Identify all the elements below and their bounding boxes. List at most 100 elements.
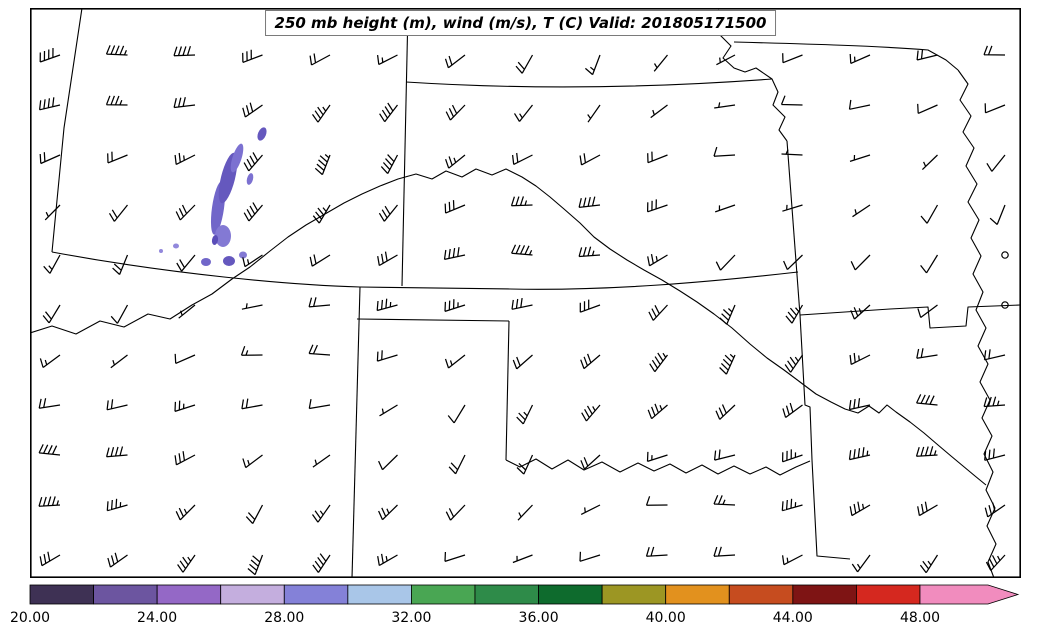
wind-barb <box>243 202 263 222</box>
wind-barb <box>516 454 534 475</box>
wind-barb <box>781 449 803 463</box>
wind-barb <box>916 49 938 61</box>
wind-barb <box>716 54 736 66</box>
wind-barb <box>312 204 331 224</box>
colorbar-segment <box>156 584 222 605</box>
wind-barb <box>173 97 196 109</box>
wind-barb <box>242 254 263 268</box>
map-title-box: 250 mb height (m), wind (m/s), T (C) Val… <box>264 10 777 37</box>
border-ks-mo <box>786 140 801 316</box>
wind-barb <box>916 348 938 359</box>
wind-barb <box>311 104 331 123</box>
wind-barb <box>647 403 668 420</box>
wind-barb <box>713 494 736 506</box>
wind-barb <box>714 204 736 213</box>
wind-barb <box>308 297 331 308</box>
wind-barb <box>653 54 668 72</box>
wind-barb <box>241 303 263 310</box>
map-frame <box>30 8 1021 578</box>
wind-barb <box>715 254 736 271</box>
wind-barb <box>584 54 601 76</box>
precip-echo <box>246 173 254 185</box>
wind-barb <box>308 398 331 410</box>
wind-barb <box>919 554 939 574</box>
wind-barb <box>849 501 871 517</box>
wind-barb <box>650 104 668 119</box>
wind-barb <box>984 448 1006 461</box>
wind-barb <box>848 99 871 110</box>
wind-barb <box>314 154 331 176</box>
meridian-102w <box>401 9 409 287</box>
wind-barb <box>175 204 196 221</box>
wind-barb <box>915 446 938 457</box>
wind-barb <box>580 353 601 370</box>
precip-echo <box>211 235 219 245</box>
wind-barb <box>578 196 601 209</box>
wind-barb <box>713 146 736 157</box>
colorbar-tick-label: 32.00 <box>391 610 431 626</box>
wind-barb <box>648 304 668 321</box>
wind-barb <box>579 153 601 166</box>
wind-barb <box>516 404 534 425</box>
precip-echo <box>223 256 235 266</box>
wind-barb <box>39 551 61 567</box>
wind-barb <box>243 152 263 172</box>
wind-barb <box>715 404 736 420</box>
wind-barb <box>984 103 1006 114</box>
wind-barb <box>917 304 938 319</box>
wind-barb <box>784 354 804 373</box>
wind-barb <box>849 154 871 162</box>
colorbar-tick-label: 24.00 <box>137 610 177 626</box>
precip-echo <box>215 225 231 247</box>
wind-barb <box>444 354 466 369</box>
colorbar-segment <box>283 584 349 605</box>
colorbar-segment <box>856 584 921 605</box>
colorbar-canvas: 20.00 24.00 28.00 32.00 36.00 40.00 44.00 48.00 <box>10 584 1020 626</box>
border-ia-mo <box>733 41 959 71</box>
wind-barb <box>989 204 1006 225</box>
wind-barb <box>579 299 601 313</box>
wind-barb <box>920 204 939 224</box>
wind-barb <box>44 204 61 221</box>
wind-barb <box>247 554 264 576</box>
wind-barb <box>173 46 196 57</box>
red-river <box>505 458 811 476</box>
wind-barb <box>510 196 533 207</box>
wind-barb <box>783 254 803 271</box>
wind-barb <box>110 304 129 324</box>
wind-barb <box>986 154 1006 172</box>
wind-barb <box>110 354 128 369</box>
wind-barb <box>242 102 263 118</box>
wind-barb <box>579 551 601 562</box>
wind-barb <box>177 554 196 573</box>
wind-barb <box>444 299 466 312</box>
meridian-103w <box>351 286 361 578</box>
precip-echo <box>239 251 247 259</box>
colorbar-segment <box>601 584 667 605</box>
colorbar-segment <box>665 584 730 605</box>
colorbar: 20.00 24.00 28.00 32.00 36.00 40.00 44.00 48.00 <box>0 578 1041 633</box>
wind-barb <box>376 54 398 66</box>
wind-barb <box>444 551 466 562</box>
wind-barb <box>781 554 803 566</box>
wind-barb <box>719 304 736 325</box>
wind-barb <box>851 554 871 573</box>
wind-barb <box>39 152 61 165</box>
wind-barb <box>983 349 1006 361</box>
panhandle-south-36-5n <box>356 318 510 322</box>
colorbar-tick-label: 40.00 <box>646 610 686 626</box>
precip-echo <box>159 249 163 253</box>
parallel-37n <box>51 251 799 290</box>
colorbar-tick-label: 28.00 <box>264 610 304 626</box>
wind-barb <box>309 254 331 267</box>
colorbar-overflow-arrow <box>919 584 1020 605</box>
wind-barb <box>983 396 1006 408</box>
wind-barb <box>647 151 668 164</box>
wind-barb <box>376 298 398 312</box>
wind-barb <box>39 354 61 369</box>
wind-barb <box>174 353 196 364</box>
border-mo-ar <box>799 304 1021 329</box>
wind-barb <box>43 254 61 274</box>
wind-barb <box>42 304 61 324</box>
colorbar-segment <box>29 584 94 605</box>
